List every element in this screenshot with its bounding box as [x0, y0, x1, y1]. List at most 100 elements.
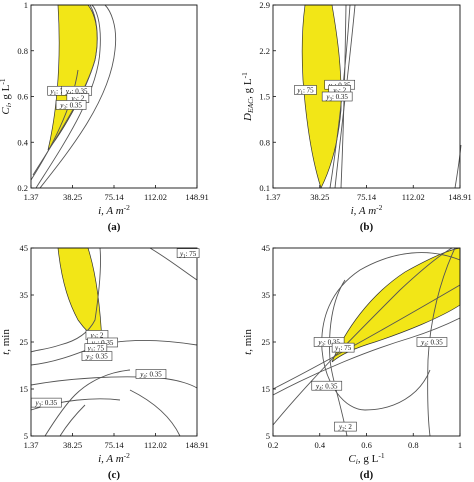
svg-text:y3: 0.35: y3: 0.35 — [317, 339, 340, 349]
contour-label: y3: 0.35 — [313, 337, 345, 349]
panel-caption: (d) — [360, 469, 374, 481]
contour-label: y1: 75 — [331, 342, 355, 354]
svg-text:y1: 75: y1: 75 — [296, 87, 314, 97]
y-tick-label: 5 — [24, 431, 28, 441]
contour-line — [272, 317, 461, 396]
contour-line — [59, 404, 86, 437]
svg-text:y1: 75: y1: 75 — [334, 344, 352, 354]
svg-text:y3: 0.35: y3: 0.35 — [325, 93, 348, 103]
y-tick-label: 35 — [262, 290, 271, 300]
contour-line — [129, 389, 181, 437]
contour-line — [340, 4, 347, 189]
chart-panel-1: 1.37 38.25 75.14 112.02 148.91 0.2 0.4 0.6 0.8 1 i… — [0, 0, 209, 233]
x-tick-label: 1 — [458, 440, 462, 450]
y-tick-label: 1 — [24, 0, 28, 10]
contour-line — [272, 247, 453, 426]
y-tick-label: 15 — [20, 384, 29, 394]
y-tick-label: 25 — [20, 337, 29, 347]
x-tick-label: 75.14 — [357, 192, 377, 202]
x-tick-label: 112.02 — [144, 440, 167, 450]
contour-line — [329, 279, 348, 437]
y-axis-label: t, min — [242, 329, 254, 355]
svg-text:y3: 0.35: y3: 0.35 — [85, 353, 108, 363]
panel-caption: (c) — [108, 469, 121, 481]
x-tick-label: 148.91 — [185, 192, 208, 202]
x-tick-label: 0.8 — [408, 440, 419, 450]
y-tick-label: 0.1 — [259, 183, 270, 193]
plot-frame — [272, 4, 461, 189]
svg-text:y4: 0.35: y4: 0.35 — [139, 371, 162, 381]
x-axis-label: i, A m-2 — [98, 451, 130, 465]
y-axis-label: Ci, g L-1 — [0, 78, 13, 114]
x-tick-label: 112.02 — [402, 192, 425, 202]
x-tick-label: 0.4 — [314, 440, 325, 450]
x-tick-label: 38.25 — [63, 440, 82, 450]
panel-caption: (b) — [360, 221, 374, 233]
y-tick-label: 35 — [20, 290, 29, 300]
contour-line — [149, 247, 198, 281]
contour-line — [30, 376, 198, 389]
contour-line — [30, 247, 101, 353]
y-tick-label: 0.8 — [17, 46, 28, 56]
contour-label: y3: 0.35 — [55, 100, 87, 112]
contour-line — [30, 69, 79, 181]
y-tick-label: 0.4 — [17, 137, 28, 147]
contour-label: y3: 0.35 — [81, 351, 113, 363]
contour-line — [44, 369, 131, 437]
svg-text:y3: 0.35: y3: 0.35 — [35, 399, 58, 409]
contour-label: y2: 2 — [334, 421, 357, 433]
svg-text:y2: 2: y2: 2 — [338, 423, 352, 433]
contour-label: y4: 0.35 — [135, 369, 167, 381]
y-tick-label: 45 — [262, 243, 271, 253]
y-tick-label: 45 — [20, 243, 29, 253]
y-tick-label: 25 — [262, 337, 271, 347]
y-axis-label: t, min — [0, 329, 12, 355]
contour-label: y3: 0.35 — [321, 91, 353, 103]
contour-line — [329, 4, 351, 189]
y-tick-label: 1.5 — [259, 92, 270, 102]
svg-text:y4: 0.35: y4: 0.35 — [315, 382, 338, 392]
x-axis-label: Ci, g L-1 — [348, 451, 384, 466]
x-tick-label: 148.91 — [448, 192, 471, 202]
y-tick-label: 15 — [262, 384, 271, 394]
contour-label: y1: 75 — [294, 85, 317, 97]
svg-text:y4: 0.35: y4: 0.35 — [420, 339, 443, 349]
panel-caption: (a) — [108, 221, 121, 233]
x-tick-label: 75.14 — [104, 192, 124, 202]
x-tick-label: 0.2 — [268, 440, 279, 450]
chart-panel-3: 1.37 38.25 75.14 112.02 148.91 5 15 25 35 45 i, A … — [0, 243, 209, 481]
contour-line — [321, 252, 461, 411]
x-tick-label: 38.25 — [310, 192, 329, 202]
x-tick-label: 38.25 — [63, 192, 82, 202]
x-tick-label: 148.91 — [185, 440, 208, 450]
contour-line — [39, 4, 117, 189]
y-tick-label: 0.2 — [17, 183, 28, 193]
x-tick-label: 75.14 — [104, 440, 124, 450]
y-axis-label: DEAC, g L-1 — [240, 72, 255, 122]
contour-line — [454, 144, 462, 189]
contour-label: y4: 0.35 — [311, 380, 343, 392]
x-axis-label: i, A m-2 — [351, 203, 383, 217]
x-axis-label: i, A m-2 — [98, 203, 130, 217]
contour-label: y3: 0.35 — [31, 397, 62, 409]
contour-label: y1: 75 — [176, 248, 200, 260]
x-tick-label: 1.37 — [266, 192, 281, 202]
y-tick-label: 0.8 — [259, 137, 270, 147]
x-tick-label: 1.37 — [24, 192, 39, 202]
y-tick-label: 5 — [266, 431, 270, 441]
chart-panel-2: 1.37 38.25 75.14 112.02 148.91 0.1 0.8 1.5 2.2 2.… — [240, 0, 472, 233]
feasible-region — [57, 247, 103, 344]
x-tick-label: 112.02 — [144, 192, 167, 202]
contour-line — [427, 247, 456, 437]
x-tick-label: 1.37 — [24, 440, 39, 450]
x-tick-label: 0.6 — [361, 440, 372, 450]
contour-line — [35, 4, 101, 189]
contour-label: y4: 0.35 — [416, 337, 448, 349]
y-tick-label: 0.6 — [17, 92, 28, 102]
svg-text:y3: 0.35: y3: 0.35 — [59, 102, 82, 112]
y-tick-label: 2.2 — [259, 46, 270, 56]
y-tick-label: 2.9 — [259, 0, 270, 10]
svg-text:y1: 75: y1: 75 — [179, 250, 197, 260]
